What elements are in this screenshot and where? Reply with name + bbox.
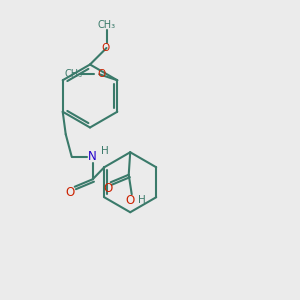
Text: O: O: [66, 186, 75, 199]
Text: O: O: [126, 194, 135, 207]
Text: N: N: [88, 150, 97, 163]
Text: CH₃: CH₃: [98, 20, 116, 31]
Text: CH₃: CH₃: [65, 69, 83, 79]
Text: H: H: [138, 195, 146, 205]
Text: O: O: [98, 69, 106, 79]
Text: H: H: [101, 146, 109, 156]
Text: O: O: [101, 43, 109, 53]
Text: O: O: [103, 182, 112, 195]
